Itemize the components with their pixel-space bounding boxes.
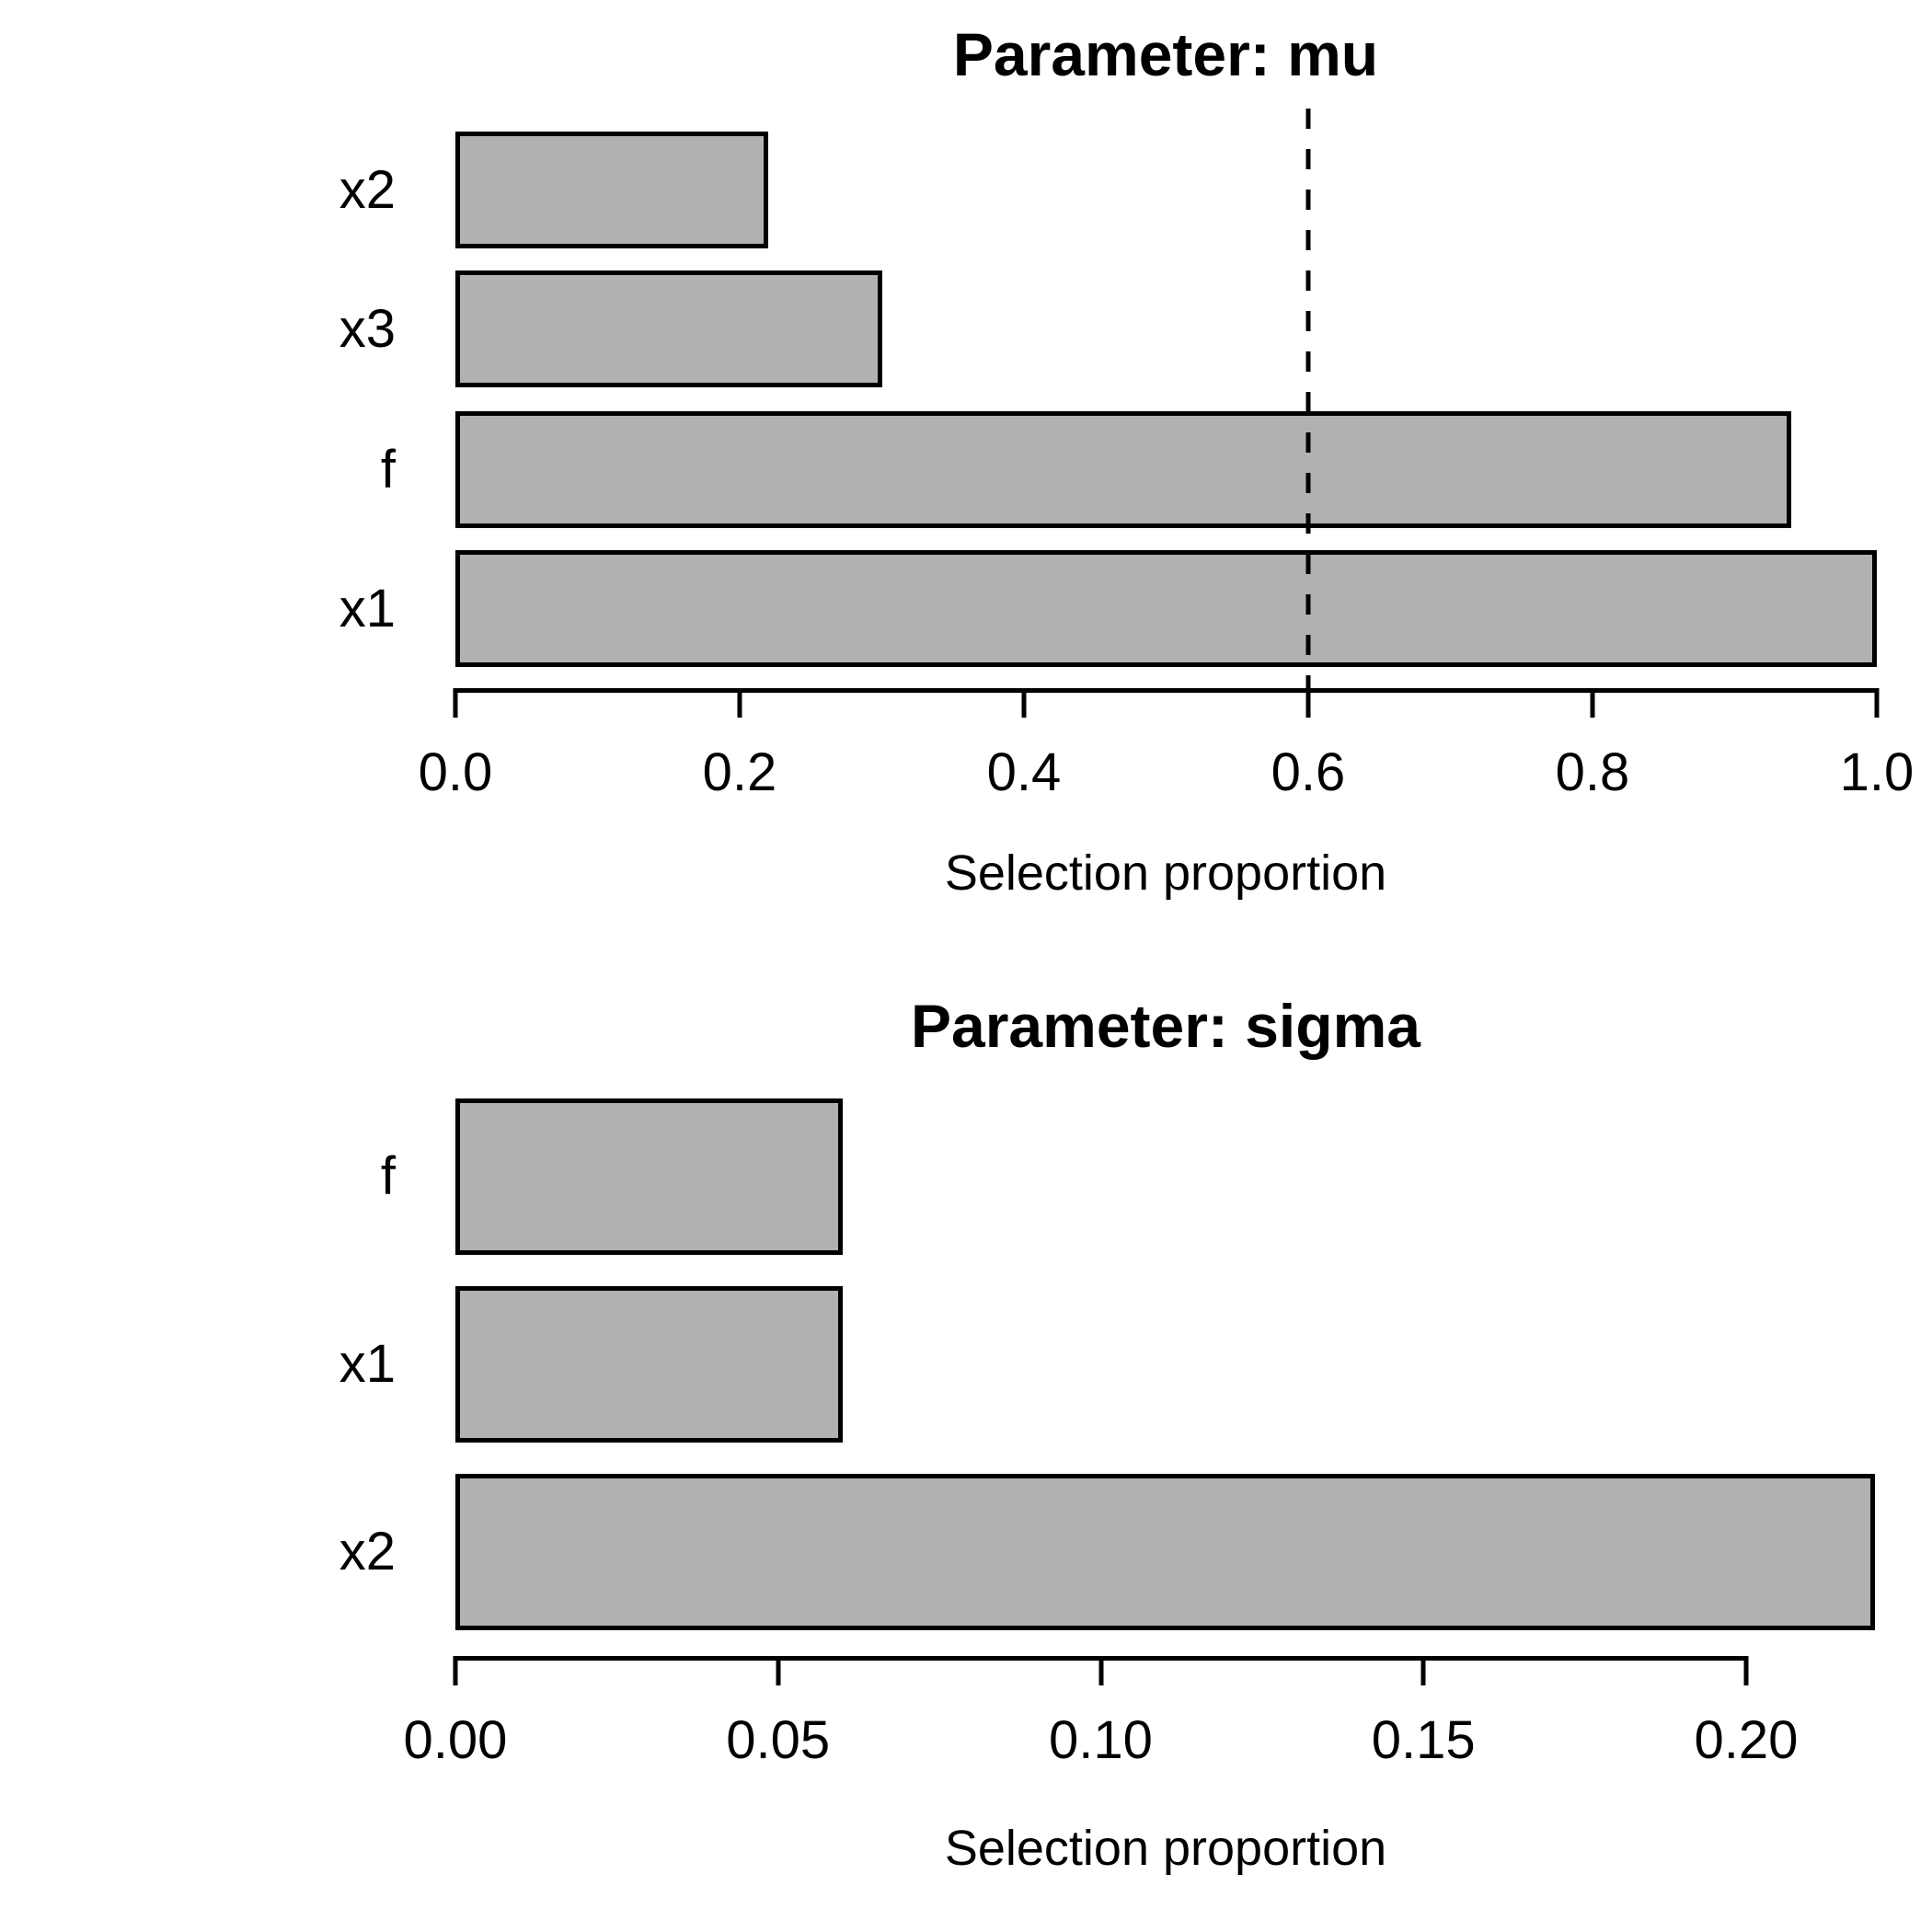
chart-sigma-xaxis-label: Selection proportion — [944, 1821, 1387, 1876]
x-axis-tick — [1305, 688, 1311, 718]
x-axis-tick — [1021, 688, 1027, 718]
bar-x2 — [455, 1474, 1875, 1630]
bar-label-f: f — [380, 1146, 396, 1206]
x-axis-tick-label: 0.00 — [403, 1710, 508, 1770]
x-axis-tick — [737, 688, 742, 718]
bar-label-x3: x3 — [339, 298, 396, 359]
x-axis-tick — [453, 688, 458, 718]
x-axis-tick-label: 0.15 — [1371, 1710, 1476, 1770]
x-axis-tick — [1098, 1656, 1103, 1685]
bar-x3 — [455, 270, 882, 387]
x-axis-tick-label: 0.2 — [702, 742, 777, 802]
bar-x2 — [455, 132, 768, 248]
x-axis-tick — [1590, 688, 1595, 718]
bar-x1 — [455, 1286, 843, 1443]
x-axis-tick-label: 1.0 — [1839, 742, 1915, 802]
bar-f — [455, 411, 1791, 528]
chart-mu-title: Parameter: mu — [952, 20, 1379, 88]
x-axis-tick — [1420, 1656, 1426, 1685]
x-axis-tick-label: 0.20 — [1694, 1710, 1799, 1770]
bar-label-x2: x2 — [339, 159, 396, 220]
x-axis-tick-label: 0.05 — [726, 1710, 831, 1770]
x-axis-tick — [776, 1656, 781, 1685]
bar-f — [455, 1098, 843, 1255]
bar-label-x1: x1 — [339, 578, 396, 638]
bar-label-x1: x1 — [339, 1334, 396, 1394]
x-axis-tick-label: 0.6 — [1271, 742, 1346, 802]
bar-x1 — [455, 550, 1877, 667]
chart-sigma-title: Parameter: sigma — [911, 992, 1420, 1060]
x-axis-tick — [1874, 688, 1880, 718]
x-axis-tick — [453, 1656, 458, 1685]
threshold-dashed-line — [1305, 109, 1311, 688]
x-axis-tick-label: 0.0 — [418, 742, 493, 802]
x-axis-tick — [1743, 1656, 1749, 1685]
chart-mu-xaxis-label: Selection proportion — [944, 845, 1387, 901]
x-axis-tick-label: 0.8 — [1555, 742, 1630, 802]
x-axis-tick-label: 0.4 — [986, 742, 1062, 802]
x-axis-tick-label: 0.10 — [1049, 1710, 1153, 1770]
bar-label-f: f — [380, 439, 396, 500]
bar-label-x2: x2 — [339, 1522, 396, 1581]
x-axis-line — [455, 688, 1877, 693]
